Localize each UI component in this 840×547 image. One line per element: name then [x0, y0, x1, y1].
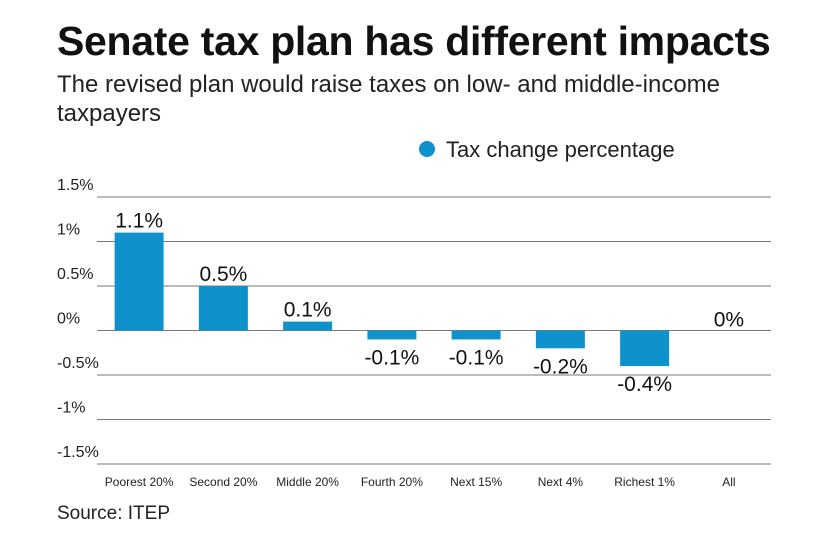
data-label: 0.1%: [284, 299, 332, 322]
data-label: 0%: [714, 309, 744, 332]
bar: [620, 330, 670, 367]
x-tick-label: Poorest 20%: [105, 475, 174, 489]
data-label: -0.1%: [364, 346, 419, 369]
x-tick-label: Next 15%: [450, 475, 502, 489]
chart-subtitle: The revised plan would raise taxes on lo…: [57, 71, 720, 127]
legend-label: Tax change percentage: [446, 137, 675, 162]
x-axis-ticks: Poorest 20% Second 20% Middle 20% Fourth 20…: [105, 475, 736, 489]
legend: Tax change percentage: [419, 137, 675, 162]
legend-marker: [419, 141, 435, 157]
y-tick-label: 1%: [57, 222, 80, 239]
chart-title: Senate tax plan has different impacts: [57, 18, 771, 64]
y-axis-ticks: 1.5% 1% 0.5% 0% -0.5% -1% -1.5%: [57, 177, 99, 461]
y-tick-label: 1.5%: [57, 177, 93, 194]
x-tick-label: Second 20%: [189, 475, 257, 489]
y-tick-label: -0.5%: [57, 355, 99, 372]
bar: [283, 321, 333, 331]
bars: [114, 232, 670, 367]
bar: [535, 330, 585, 349]
x-tick-label: All: [722, 475, 735, 489]
y-tick-label: 0%: [57, 311, 80, 328]
y-tick-label: -1.5%: [57, 444, 99, 461]
source-note: Source: ITEP: [57, 503, 170, 524]
data-label: -0.4%: [617, 373, 672, 396]
x-tick-label: Middle 20%: [276, 475, 339, 489]
x-tick-label: Richest 1%: [614, 475, 675, 489]
data-label: -0.1%: [449, 346, 504, 369]
data-label: 1.1%: [115, 210, 163, 233]
data-label: 0.5%: [199, 263, 247, 286]
x-tick-label: Next 4%: [538, 475, 584, 489]
x-tick-label: Fourth 20%: [361, 475, 423, 489]
bar: [114, 232, 164, 331]
bar: [451, 330, 501, 340]
bar: [198, 286, 248, 331]
data-label: -0.2%: [533, 355, 588, 378]
bar: [367, 330, 417, 340]
y-tick-label: -1%: [57, 400, 85, 417]
y-tick-label: 0.5%: [57, 266, 93, 283]
data-labels: 1.1% 0.5% 0.1% -0.1% -0.1% -0.2% -0.4% 0%: [115, 210, 744, 397]
gridlines: [97, 196, 771, 465]
